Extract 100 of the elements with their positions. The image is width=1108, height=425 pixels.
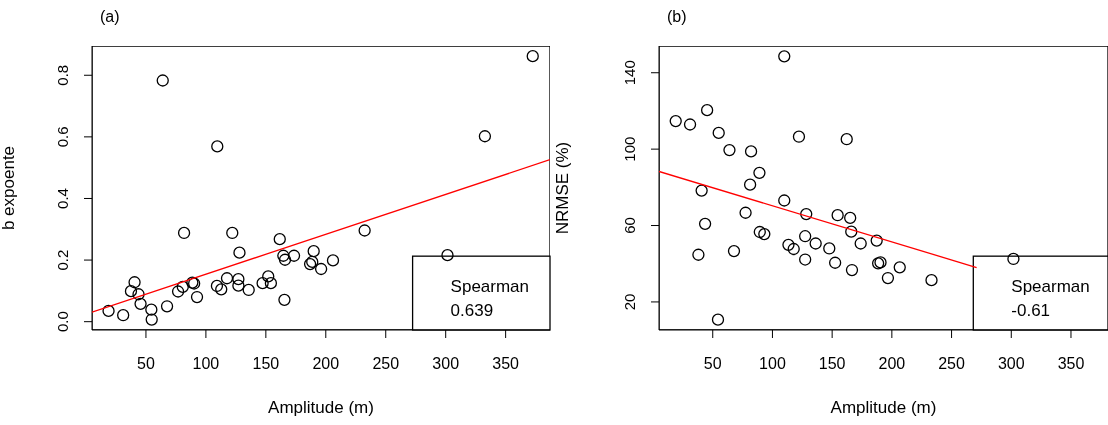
- point: [823, 242, 836, 255]
- point: [753, 225, 766, 239]
- point: [692, 248, 705, 261]
- point: [220, 272, 234, 285]
- point: [831, 209, 844, 222]
- y-tick-label: 140: [621, 60, 638, 86]
- y-tick-label: 0.0: [54, 311, 71, 333]
- point: [695, 184, 708, 197]
- chart-title: (a): [100, 8, 120, 26]
- x-tick-label: 350: [492, 355, 520, 373]
- point: [210, 279, 224, 293]
- point: [176, 280, 189, 294]
- y-tick-label: 0.2: [54, 249, 71, 271]
- point: [845, 225, 858, 238]
- point: [712, 126, 725, 140]
- point: [526, 50, 539, 63]
- point: [844, 211, 857, 225]
- x-tick-label: 150: [252, 355, 280, 373]
- point: [799, 230, 812, 243]
- point: [727, 244, 741, 258]
- point: [683, 118, 697, 131]
- y-tick-label: 0.6: [54, 126, 71, 148]
- x-tick-label: 200: [312, 355, 340, 373]
- x-tick-label: 300: [997, 355, 1025, 373]
- point: [782, 238, 795, 251]
- point: [256, 277, 269, 290]
- point: [711, 313, 725, 326]
- x-tick-label: 150: [818, 355, 846, 373]
- point: [840, 133, 853, 146]
- x-tick-label: 350: [1057, 355, 1085, 373]
- point: [307, 245, 320, 258]
- point: [134, 297, 147, 310]
- point: [669, 114, 682, 128]
- point: [809, 237, 822, 250]
- point: [242, 283, 255, 297]
- point: [264, 277, 278, 290]
- annotation: 0.639: [450, 301, 494, 321]
- point: [828, 256, 842, 269]
- y-tick-label: 20: [621, 293, 638, 311]
- point: [211, 140, 224, 153]
- point: [870, 234, 883, 247]
- point: [881, 271, 895, 285]
- point: [177, 226, 191, 240]
- point: [739, 206, 752, 219]
- point: [758, 227, 771, 241]
- x-axis-title: Amplitude (m): [268, 398, 374, 417]
- point: [723, 143, 736, 157]
- x-tick-label: 250: [938, 355, 966, 373]
- x-tick-label: 200: [878, 355, 906, 373]
- point: [215, 283, 228, 296]
- point: [226, 226, 239, 240]
- point: [171, 285, 185, 298]
- y-axis-title: b expoente: [0, 145, 19, 231]
- point: [278, 293, 291, 306]
- annotation: Spearman: [450, 277, 530, 297]
- y-tick-label: 100: [621, 136, 638, 162]
- point: [753, 166, 766, 179]
- annotation: Spearman: [1011, 277, 1090, 297]
- x-axis-title: Amplitude (m): [830, 398, 937, 417]
- point: [132, 288, 145, 301]
- point: [799, 253, 812, 266]
- x-tick-label: 100: [192, 355, 220, 373]
- point: [233, 246, 246, 259]
- y-tick-label: 60: [621, 217, 638, 234]
- point: [743, 178, 757, 191]
- point: [854, 237, 867, 250]
- point: [800, 207, 813, 221]
- y-tick-label: 0.4: [54, 188, 71, 209]
- point: [160, 300, 174, 313]
- point: [145, 303, 158, 316]
- point: [358, 224, 371, 237]
- x-tick-label: 100: [759, 355, 786, 373]
- y-axis-title: NRMSE (%): [553, 141, 573, 235]
- point: [287, 249, 301, 262]
- point: [1007, 252, 1020, 266]
- point: [778, 50, 791, 63]
- point: [478, 130, 492, 143]
- point: [156, 74, 169, 87]
- point: [326, 254, 340, 267]
- point: [232, 273, 245, 286]
- point: [232, 279, 245, 292]
- point: [314, 262, 328, 276]
- point: [277, 249, 290, 262]
- point: [102, 304, 115, 318]
- point: [124, 285, 138, 298]
- point: [792, 130, 806, 143]
- point: [925, 274, 938, 287]
- point: [845, 263, 859, 277]
- point: [698, 217, 712, 230]
- point: [893, 261, 906, 274]
- x-tick-label: 50: [137, 355, 155, 373]
- point: [273, 232, 286, 246]
- y-tick-label: 0.8: [54, 64, 71, 86]
- chart-title: (b): [667, 8, 687, 26]
- x-tick-label: 250: [372, 355, 400, 373]
- point: [145, 313, 158, 326]
- point: [700, 104, 714, 117]
- point: [278, 253, 292, 266]
- point: [262, 270, 275, 283]
- x-tick-label: 50: [703, 355, 722, 373]
